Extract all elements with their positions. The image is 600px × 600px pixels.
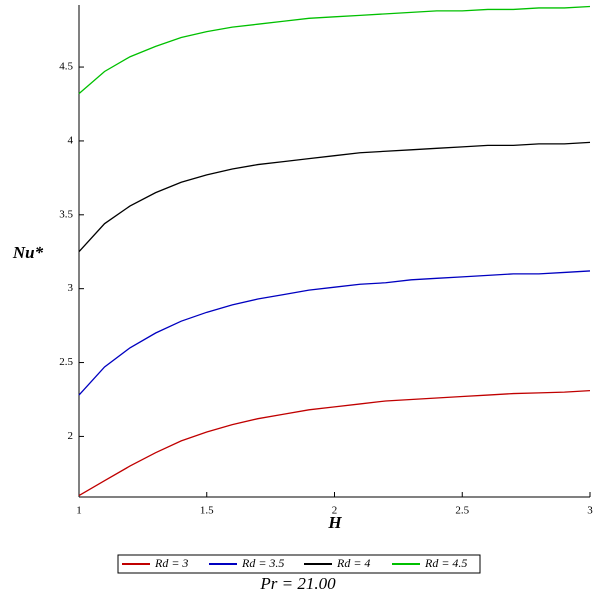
- y-tick-label: 3.5: [59, 208, 73, 220]
- y-tick-label: 2: [68, 430, 74, 442]
- x-tick-label: 1.5: [200, 505, 214, 517]
- legend-label: Rd = 3.5: [241, 556, 284, 570]
- x-axis-label: H: [327, 513, 342, 532]
- y-tick-label: 3: [68, 282, 74, 294]
- legend-label: Rd = 4: [336, 556, 370, 570]
- caption: Pr = 21.00: [259, 574, 336, 593]
- y-tick-label: 4: [68, 134, 74, 146]
- y-axis-label: Nu*: [12, 243, 44, 262]
- y-tick-label: 4.5: [59, 61, 73, 73]
- x-tick-label: 1: [76, 505, 82, 517]
- legend-box: [117, 554, 481, 574]
- x-tick-label: 2: [332, 505, 338, 517]
- x-tick-label: 2.5: [455, 505, 469, 517]
- x-tick-label: 3: [587, 505, 593, 517]
- series-line: [78, 141, 591, 253]
- series-line: [78, 5, 591, 95]
- legend-label: Rd = 4.5: [424, 556, 467, 570]
- series-line: [78, 389, 591, 497]
- legend-label: Rd = 3: [154, 556, 188, 570]
- y-tick-label: 2.5: [59, 356, 73, 368]
- series-line: [78, 270, 591, 396]
